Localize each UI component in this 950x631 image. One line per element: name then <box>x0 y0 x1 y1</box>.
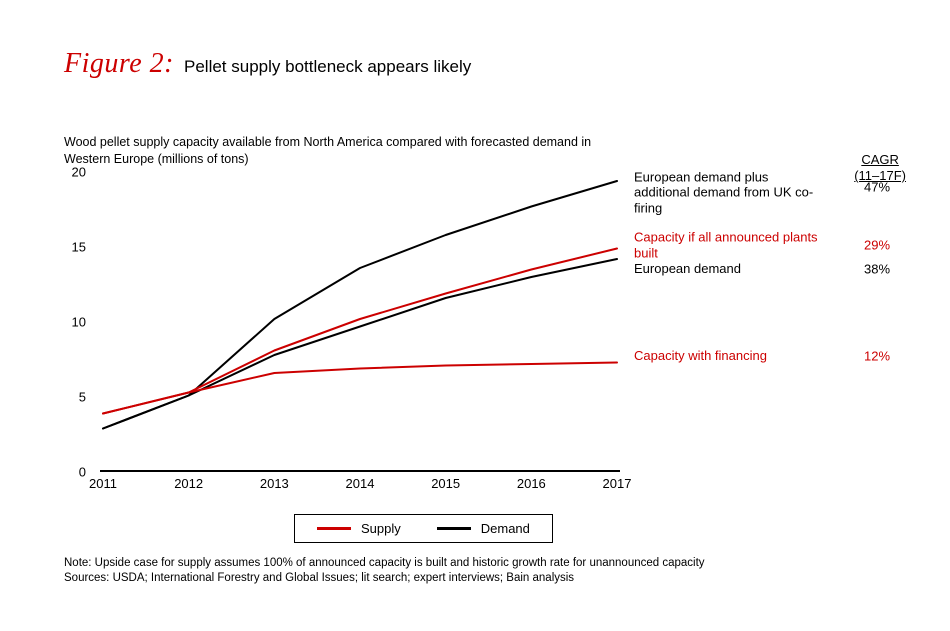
legend: Supply Demand <box>294 514 553 543</box>
series-line-european_demand <box>103 259 617 429</box>
legend-swatch-supply <box>317 527 351 530</box>
figure-label: Figure 2: <box>64 48 174 80</box>
series-label-capacity_all: Capacity if all announced plants built <box>634 230 824 261</box>
legend-swatch-demand <box>437 527 471 530</box>
y-tick-label: 15 <box>72 239 86 254</box>
subtitle-row: Wood pellet supply capacity available fr… <box>64 134 910 168</box>
series-label-demand_plus_uk: European demand plus additional demand f… <box>634 169 824 216</box>
y-tick-label: 20 <box>72 164 86 179</box>
cagr-value-european_demand: 38% <box>844 262 910 277</box>
title-row: Figure 2: Pellet supply bottleneck appea… <box>64 48 910 80</box>
series-line-capacity_all <box>103 248 617 413</box>
footnote-sources: Sources: USDA; International Forestry an… <box>64 571 705 587</box>
x-tick-label: 2011 <box>89 476 117 491</box>
y-tick-label: 0 <box>79 464 86 479</box>
x-tick-label: 2014 <box>346 476 375 491</box>
cagr-value-capacity_financed: 12% <box>844 349 910 364</box>
legend-item-demand: Demand <box>437 521 530 536</box>
legend-label-supply: Supply <box>361 521 401 536</box>
figure-container: Figure 2: Pellet supply bottleneck appea… <box>0 0 950 631</box>
chart-body: 05101520 2011201220132014201520162017 Eu… <box>64 172 910 472</box>
chart-svg <box>100 172 620 472</box>
cagr-value-demand_plus_uk: 47% <box>844 179 910 194</box>
plot-area <box>100 172 620 472</box>
series-label-european_demand: European demand <box>634 261 741 277</box>
x-tick-label: 2013 <box>260 476 289 491</box>
footnotes: Note: Upside case for supply assumes 100… <box>64 556 705 587</box>
figure-title: Pellet supply bottleneck appears likely <box>184 57 471 77</box>
legend-label-demand: Demand <box>481 521 530 536</box>
series-line-capacity_financed <box>103 362 617 413</box>
cagr-value-column: 47% 29% 38% 12% <box>844 172 910 472</box>
cagr-value-capacity_all: 29% <box>844 238 910 253</box>
y-axis: 05101520 <box>64 172 94 472</box>
x-tick-label: 2012 <box>174 476 203 491</box>
chart-subtitle: Wood pellet supply capacity available fr… <box>64 134 624 168</box>
series-label-column: European demand plus additional demand f… <box>634 172 824 472</box>
y-tick-label: 10 <box>72 314 86 329</box>
y-tick-label: 5 <box>79 389 86 404</box>
series-label-capacity_financed: Capacity with financing <box>634 348 767 364</box>
x-axis: 2011201220132014201520162017 <box>100 472 620 496</box>
series-line-demand_plus_uk <box>103 181 617 429</box>
x-tick-label: 2017 <box>603 476 632 491</box>
x-tick-label: 2015 <box>431 476 460 491</box>
x-tick-label: 2016 <box>517 476 546 491</box>
legend-item-supply: Supply <box>317 521 401 536</box>
footnote-note: Note: Upside case for supply assumes 100… <box>64 556 705 572</box>
cagr-header-line1: CAGR <box>854 152 906 168</box>
